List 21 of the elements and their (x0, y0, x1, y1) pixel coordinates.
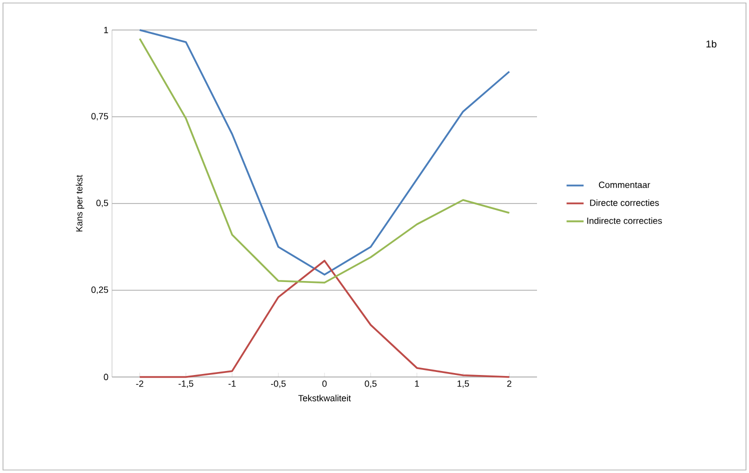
y-tick-label: 1 (104, 26, 108, 34)
x-tick-label: 0 (322, 380, 327, 387)
x-tick-label: -2 (136, 380, 144, 387)
x-tick-label: -1 (228, 380, 236, 387)
y-tick-label: 0,5 (96, 200, 108, 208)
y-tick-label: 0,75 (91, 113, 108, 120)
legend-label: Indirecte correcties (587, 217, 662, 224)
y-tick-label: 0 (104, 374, 108, 380)
line-series (138, 260, 510, 378)
x-tick-label: -0,5 (270, 380, 286, 388)
y-tick-label: 0,25 (91, 286, 108, 294)
x-tick-label: 0,5 (364, 380, 377, 388)
x-tick-label: 1 (415, 380, 419, 387)
x-tick-label: 1,5 (458, 380, 469, 388)
legend-label: Commentaar (598, 182, 650, 188)
y-axis-title: Kans per tekst (76, 174, 84, 232)
x-tick-label: -1,5 (178, 380, 194, 388)
text: 1b (706, 40, 716, 48)
x-tick-label: 2 (507, 380, 512, 387)
x-axis-title: Tekstkwaliteit (298, 394, 351, 402)
legend-label: Directe correcties (590, 199, 659, 206)
